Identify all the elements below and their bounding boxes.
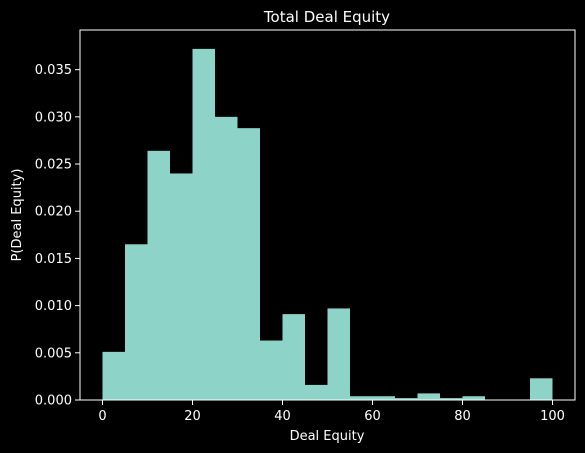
- histogram-bar: [147, 150, 170, 400]
- x-axis-label: Deal Equity: [290, 429, 365, 444]
- histogram-bar: [237, 128, 260, 400]
- y-tick-label: 0.030: [35, 110, 72, 125]
- histogram-bar: [192, 48, 215, 400]
- y-tick-label: 0.015: [35, 252, 72, 267]
- x-tick-label: 20: [184, 409, 201, 424]
- histogram-bar: [462, 396, 485, 400]
- x-tick-label: 80: [454, 409, 471, 424]
- histogram-bar: [350, 396, 373, 400]
- x-tick-label: 40: [274, 409, 291, 424]
- histogram-bar: [260, 340, 283, 400]
- x-tick-label: 60: [364, 409, 381, 424]
- x-tick-label: 0: [98, 409, 106, 424]
- histogram-bar: [530, 378, 553, 400]
- x-axis-ticks: 0 20 40 60 80 100: [98, 400, 565, 424]
- x-tick-label: 100: [540, 409, 565, 424]
- y-axis-ticks: 0.000 0.005 0.010 0.015 0.020 0.025 0.030 0.035: [35, 63, 80, 409]
- histogram-bar: [440, 398, 463, 400]
- histogram-bar: [125, 244, 148, 400]
- y-tick-label: 0.005: [35, 346, 72, 361]
- y-tick-label: 0.035: [35, 63, 72, 78]
- histogram-bar: [215, 116, 238, 400]
- y-tick-label: 0.025: [35, 158, 72, 173]
- chart-title: Total Deal Equity: [263, 8, 390, 26]
- histogram-bar: [170, 173, 193, 400]
- y-axis-label: P(Deal Equity): [10, 169, 25, 262]
- y-tick-label: 0.020: [35, 205, 72, 220]
- histogram-bar: [395, 398, 418, 400]
- plot-frame: [79, 29, 576, 401]
- histogram-bar: [102, 351, 125, 400]
- histogram-bar: [327, 308, 350, 400]
- histogram-bar: [305, 384, 328, 400]
- histogram-bar: [417, 393, 440, 400]
- histogram-bar: [282, 314, 305, 400]
- y-tick-label: 0.000: [35, 394, 72, 409]
- histogram-bar: [372, 396, 395, 400]
- bars-group: [102, 48, 553, 400]
- y-tick-label: 0.010: [35, 299, 72, 314]
